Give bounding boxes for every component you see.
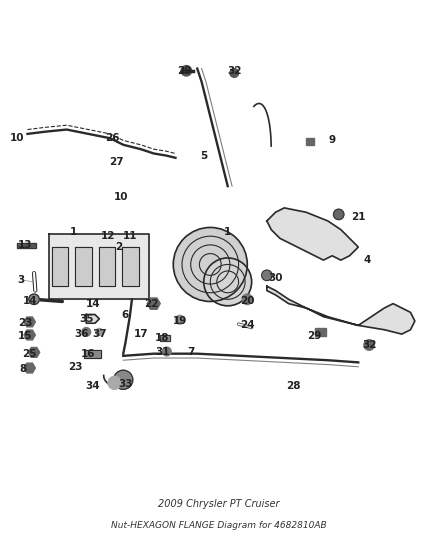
Text: 11: 11 [123,231,137,241]
Polygon shape [267,208,358,260]
Text: 16: 16 [81,349,95,359]
Circle shape [364,340,374,350]
Text: 13: 13 [18,240,32,250]
Bar [84,350,102,358]
Circle shape [96,328,103,335]
Circle shape [204,258,252,306]
Text: 2: 2 [115,242,123,252]
Polygon shape [24,317,35,327]
Polygon shape [49,234,149,300]
Circle shape [176,316,184,324]
Circle shape [242,294,253,304]
Text: 9: 9 [328,135,336,146]
Circle shape [29,294,39,304]
Text: 3: 3 [18,274,25,285]
Text: 19: 19 [173,316,187,326]
Bar [315,328,325,336]
Text: 22: 22 [144,298,159,309]
Text: 26: 26 [105,133,120,143]
Text: 18: 18 [155,334,170,343]
Bar [17,243,36,248]
Text: 14: 14 [85,298,100,309]
Text: 4: 4 [363,255,371,265]
Text: 24: 24 [240,320,254,330]
Text: 23: 23 [68,362,83,372]
Text: 12: 12 [101,231,115,241]
Circle shape [162,347,171,356]
Polygon shape [267,286,415,334]
Bar [160,335,170,342]
Text: 1: 1 [70,227,77,237]
Text: 35: 35 [79,314,93,324]
Circle shape [114,370,133,390]
Text: 31: 31 [155,346,170,357]
Text: 30: 30 [268,272,283,282]
Polygon shape [24,363,35,373]
Text: 21: 21 [351,212,366,222]
Text: 7: 7 [187,346,194,357]
Polygon shape [99,247,116,286]
Text: 5: 5 [200,151,207,160]
Polygon shape [52,247,68,286]
Text: 23: 23 [18,318,32,328]
Text: 32: 32 [227,66,241,76]
Bar [306,138,314,145]
Text: 20: 20 [240,296,254,306]
Circle shape [181,66,191,76]
Circle shape [230,69,239,77]
Polygon shape [28,348,40,357]
Text: 15: 15 [18,332,32,341]
Text: 6: 6 [122,310,129,319]
Text: 29: 29 [177,66,191,76]
Circle shape [82,328,91,336]
Circle shape [173,228,247,302]
Text: 36: 36 [74,329,89,339]
Text: 10: 10 [114,192,128,202]
Circle shape [108,376,121,390]
Text: 14: 14 [22,296,37,306]
Text: 33: 33 [118,379,133,389]
Text: 28: 28 [286,381,300,391]
Text: 29: 29 [307,332,322,341]
Circle shape [261,270,272,280]
Text: 27: 27 [110,157,124,167]
Circle shape [333,209,344,220]
Polygon shape [24,330,35,340]
Polygon shape [75,247,92,286]
Bar [84,350,102,358]
Bar [17,243,36,248]
Text: 34: 34 [85,381,100,391]
Text: Nut-HEXAGON FLANGE Diagram for 4682810AB: Nut-HEXAGON FLANGE Diagram for 4682810AB [111,521,327,530]
Text: 37: 37 [92,329,106,339]
Polygon shape [86,314,99,323]
Text: 10: 10 [9,133,24,143]
Text: 2009 Chrysler PT Cruiser: 2009 Chrysler PT Cruiser [158,499,280,510]
Polygon shape [147,298,160,309]
Bar [160,335,170,342]
Text: 32: 32 [362,340,376,350]
Text: 8: 8 [20,364,27,374]
Polygon shape [122,247,139,286]
Text: 25: 25 [22,349,37,359]
Text: 17: 17 [133,329,148,339]
Text: 1: 1 [224,227,231,237]
